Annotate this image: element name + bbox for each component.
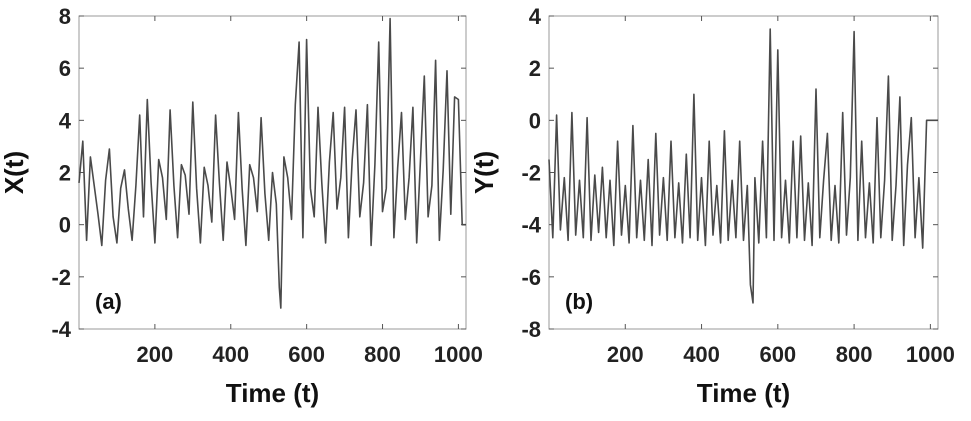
y-tick-label: 8 (59, 4, 71, 29)
y-tick-label: -4 (51, 317, 71, 342)
y-tick-label: -8 (521, 317, 541, 342)
y-tick-label: 4 (59, 108, 72, 133)
y-tick-label: 4 (529, 4, 542, 29)
panel-a: 200 400 600 800 1000 -4 -2 0 2 4 6 8 (a) Time (t) X(t) (0, 4, 483, 408)
y-tick-label: -4 (521, 213, 541, 238)
x-tick-label: 400 (683, 342, 720, 367)
y-tick-label: 2 (59, 161, 71, 186)
panel-b: 200 400 600 800 1000 -8 -6 -4 -2 0 2 4 (b) Time (t) Y(… (469, 4, 955, 408)
x-tick-label: 1000 (434, 342, 483, 367)
x-tick-label: 800 (836, 342, 873, 367)
x-tick-label: 800 (364, 342, 401, 367)
series-line (548, 28, 938, 304)
y-tick-label: 0 (529, 108, 541, 133)
x-tick-label: 1000 (906, 342, 955, 367)
y-tick-label: -6 (521, 265, 541, 290)
panel-label: (b) (565, 289, 593, 314)
x-tick-label: 200 (137, 342, 174, 367)
y-tick-label: -2 (521, 161, 541, 186)
y-tick-label: 0 (59, 213, 71, 238)
y-axis-label: X(t) (0, 151, 29, 194)
x-tick-label: 600 (759, 342, 796, 367)
series-line (78, 17, 466, 309)
x-axis-label: Time (t) (697, 378, 790, 408)
y-axis-label: Y(t) (469, 151, 499, 194)
y-tick-label: -2 (51, 265, 71, 290)
y-tick-label: 6 (59, 56, 71, 81)
x-tick-label: 400 (212, 342, 249, 367)
x-tick-label: 200 (607, 342, 644, 367)
plot-frame (548, 15, 939, 330)
panel-label: (a) (95, 289, 122, 314)
x-axis-label: Time (t) (226, 378, 319, 408)
x-tick-label: 600 (288, 342, 325, 367)
y-tick-label: 2 (529, 56, 541, 81)
